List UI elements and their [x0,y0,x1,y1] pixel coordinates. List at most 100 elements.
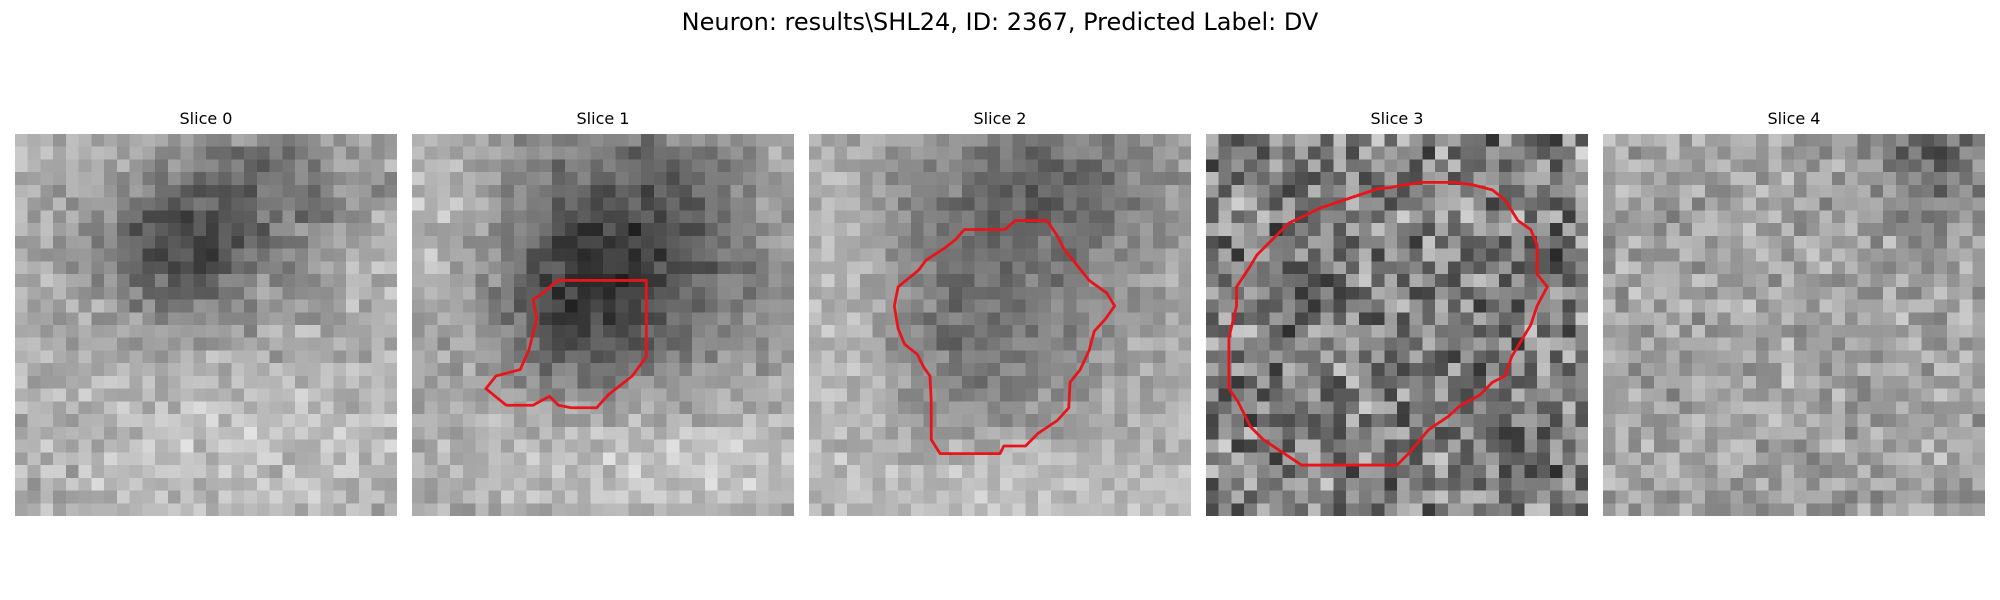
pixel [1358,375,1372,389]
pixel [834,197,848,211]
pixel [961,299,975,313]
pixel [898,426,912,440]
pixel [717,134,731,147]
pixel [577,172,591,186]
pixel [1908,312,1922,326]
pixel [1231,299,1245,313]
pixel [501,375,515,389]
pixel [615,248,629,262]
pixel [1794,375,1807,389]
pixel [358,477,372,491]
pixel [1447,197,1461,211]
pixel [552,223,566,237]
pixel [206,439,219,453]
pixel [1524,210,1538,224]
pixel [256,363,270,377]
pixel [1575,146,1588,160]
pixel [320,375,334,389]
pixel [936,197,950,211]
pixel [859,375,873,389]
pixel [1692,503,1706,516]
pixel [424,286,438,300]
pixel [1165,134,1179,147]
pixel [1076,235,1090,249]
pixel [590,363,604,377]
pixel [809,452,822,466]
pixel [1498,490,1512,504]
pixel [730,388,744,402]
pixel [269,439,283,453]
pixel [717,223,731,237]
pixel [371,465,385,479]
pixel [974,375,988,389]
pixel [1295,439,1309,453]
pixel [821,146,835,160]
pixel [1486,363,1500,377]
pixel [704,452,718,466]
pixel [847,337,861,351]
pixel [692,248,706,262]
pixel [1295,159,1309,173]
pixel [577,159,591,173]
pixel [1972,248,1985,262]
pixel [590,223,604,237]
pixel [1946,375,1960,389]
pixel [1794,184,1807,198]
pixel [949,274,963,288]
pixel [475,388,489,402]
pixel [282,465,296,479]
pixel [1755,299,1769,313]
pixel [1000,146,1013,160]
pixel [847,159,861,173]
pixel [1679,223,1693,237]
pixel [923,477,937,491]
pixel [987,261,1001,275]
pixel [1717,363,1731,377]
pixel [1218,261,1232,275]
pixel [1628,465,1642,479]
pixel [1178,388,1191,402]
pixel [475,439,489,453]
pixel [27,452,41,466]
pixel [1921,223,1935,237]
pixel [1397,248,1410,262]
pixel [167,452,181,466]
pixel [768,401,782,415]
pixel [1921,286,1935,300]
pixel [1384,325,1398,338]
pixel [526,426,540,440]
pixel [1320,286,1334,300]
pixel [1178,490,1191,504]
pixel [539,363,553,377]
pixel [1076,414,1090,428]
pixel [1218,452,1232,466]
pixel [155,375,169,389]
pixel [1666,325,1680,338]
pixel [1511,197,1525,211]
pixel [1819,312,1833,326]
pixel [653,477,667,491]
pixel [692,426,706,440]
pixel [1114,490,1128,504]
pixel [1012,401,1026,415]
pixel [1908,286,1922,300]
pixel [513,210,527,224]
pixel [1921,465,1935,479]
pixel [27,350,41,364]
pixel [1857,503,1871,516]
pixel [437,477,451,491]
pixel [577,452,591,466]
pixel [1895,426,1909,440]
pixel [1959,172,1973,186]
pixel [244,248,258,262]
pixel [821,197,835,211]
pixel [1844,261,1858,275]
pixel [1101,312,1115,326]
pixel [552,197,566,211]
pixel [603,261,616,275]
pixel [218,248,232,262]
pixel [53,197,67,211]
pixel [1050,261,1064,275]
pixel [781,452,794,466]
pixel [809,414,822,428]
